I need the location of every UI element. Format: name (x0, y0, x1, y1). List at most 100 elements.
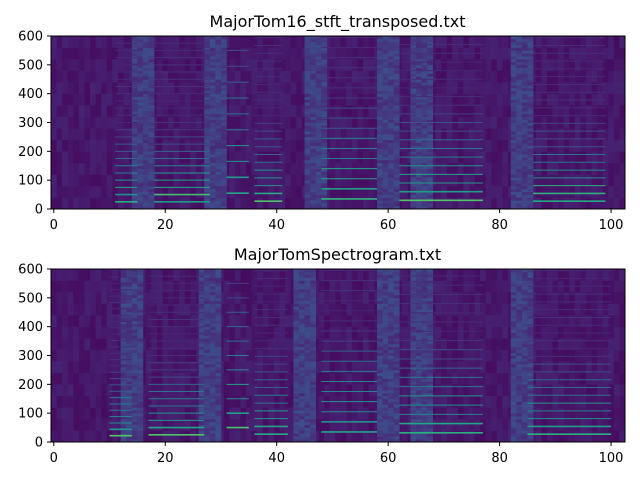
heatmap-cell (463, 372, 470, 385)
heatmap-cell (597, 338, 604, 351)
heatmap-band-cell (131, 96, 138, 100)
heatmap-band-cell (148, 61, 155, 66)
heatmap-band-cell (421, 70, 428, 74)
heatmap-band-cell (215, 125, 222, 129)
heatmap-band-cell (388, 96, 395, 100)
heatmap-cell (435, 292, 442, 304)
heatmap-cell (335, 47, 342, 60)
heatmap-cell (190, 280, 197, 293)
heatmap-band-cell (137, 47, 144, 51)
heatmap-band-cell (204, 194, 211, 198)
heatmap-band-cell (377, 188, 383, 192)
heatmap-cell (502, 59, 509, 71)
heatmap-cell (597, 105, 604, 118)
heatmap-band-cell (527, 108, 534, 112)
heatmap-cell (229, 36, 236, 48)
heatmap-cell (62, 384, 69, 397)
heatmap-cell (106, 59, 113, 71)
heatmap-band-cell (521, 108, 528, 112)
heatmap-cell (262, 372, 269, 385)
heatmap-cell (569, 128, 576, 141)
heatmap-band-cell (220, 47, 227, 51)
heatmap-band-cell (126, 361, 133, 365)
heatmap-cell (585, 197, 592, 210)
heatmap-band-cell (393, 180, 400, 184)
heatmap-band-cell (510, 87, 517, 92)
heatmap-band-cell (215, 61, 222, 66)
heatmap-cell (619, 47, 626, 60)
heatmap-cell (279, 93, 286, 106)
heatmap-band-cell (310, 197, 317, 201)
heatmap-band-cell (527, 151, 534, 155)
heatmap-cell (223, 280, 230, 293)
heatmap-band-cell (148, 67, 155, 71)
heatmap-cell (56, 174, 63, 187)
heatmap-cell (251, 407, 258, 420)
heatmap-band-cell (388, 87, 395, 92)
heatmap-cell (452, 280, 459, 293)
heatmap-cell (285, 36, 291, 48)
heatmap-cell (335, 93, 342, 106)
heatmap-band-cell (382, 67, 389, 71)
heatmap-cell (90, 82, 96, 94)
heatmap-band-cell (148, 154, 155, 158)
heatmap-band-cell (521, 79, 528, 83)
heatmap-cell (285, 151, 291, 164)
heatmap-band-cell (510, 168, 517, 172)
heatmap-cell (318, 338, 325, 351)
heatmap-cell (446, 280, 453, 293)
heatmap-band-cell (137, 188, 144, 192)
heatmap-band-cell (209, 90, 216, 94)
heatmap-cell (452, 139, 459, 152)
heatmap-band-cell (416, 157, 422, 161)
heatmap-cell (229, 116, 236, 129)
heatmap-band-cell (204, 108, 211, 112)
heatmap-cell (558, 105, 564, 118)
heatmap-cell (357, 430, 364, 443)
heatmap-cell (78, 280, 85, 293)
heatmap-cell (468, 292, 475, 304)
heatmap-cell (446, 93, 453, 106)
heatmap-cell (363, 116, 369, 129)
heatmap-band-cell (516, 206, 523, 210)
heatmap-band-cell (304, 105, 311, 109)
heatmap-band-cell (204, 61, 211, 66)
heatmap-band-cell (215, 171, 222, 175)
heatmap-band-cell (137, 113, 144, 118)
heatmap-band-cell (410, 162, 417, 167)
heatmap-cell (184, 326, 191, 339)
heatmap-band-cell (516, 41, 523, 45)
heatmap-band-cell (388, 128, 395, 132)
heatmap-cell (234, 174, 241, 187)
heatmap-band-cell (416, 194, 422, 198)
heatmap-band-cell (304, 59, 311, 63)
heatmap-cell (502, 93, 509, 106)
heatmap-band-cell (142, 116, 149, 120)
heatmap-band-cell (126, 343, 133, 348)
heatmap-cell (173, 269, 180, 281)
heatmap-band-cell (137, 197, 144, 201)
heatmap-cell (62, 139, 69, 152)
heatmap-band-cell (393, 165, 400, 169)
heatmap-cell (106, 303, 113, 316)
heatmap-cell (168, 269, 174, 281)
heatmap-band-cell (126, 407, 133, 411)
heatmap-band-cell (204, 119, 211, 123)
heatmap-cell (112, 47, 119, 60)
heatmap-cell (279, 292, 286, 304)
heatmap-band-cell (220, 70, 227, 74)
heatmap-band-cell (215, 44, 222, 48)
heatmap-band-cell (120, 309, 127, 313)
heatmap-cell (335, 326, 342, 339)
heatmap-cell (541, 384, 548, 397)
heatmap-band-cell (142, 136, 149, 141)
heatmap-band-cell (416, 53, 422, 57)
heatmap-band-cell (137, 59, 144, 63)
heatmap-band-cell (148, 203, 155, 207)
heatmap-band-cell (204, 96, 211, 100)
heatmap-band-cell (148, 134, 155, 138)
heatmap-band-cell (388, 108, 395, 112)
heatmap-band-cell (516, 79, 523, 83)
heatmap-band-cell (142, 194, 149, 198)
heatmap-band-cell (510, 180, 517, 184)
